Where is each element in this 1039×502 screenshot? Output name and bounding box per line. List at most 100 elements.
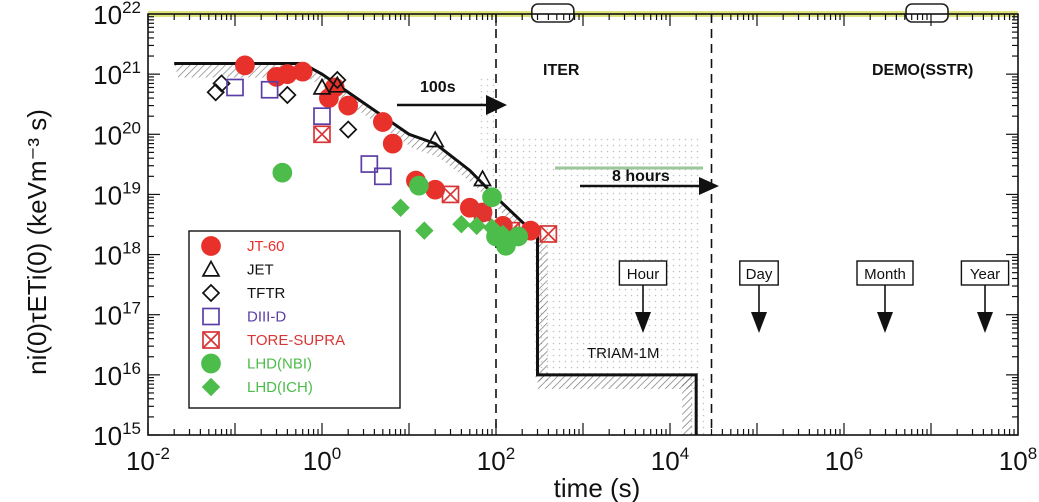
annotation-demo: DEMO(SSTR)	[872, 62, 973, 79]
x-tick-base: 10	[999, 446, 1028, 476]
arrow-8-hours-head	[699, 177, 719, 195]
hatched-band-triam	[682, 375, 692, 435]
y-tick-label: 1021	[93, 58, 141, 90]
marker-shape	[273, 164, 291, 182]
y-tick-label: 1019	[93, 178, 141, 210]
data-point	[509, 227, 527, 245]
x-tick-label: 100	[303, 444, 341, 476]
y-tick-label: 1017	[93, 299, 141, 331]
x-tick-base: 10	[303, 446, 332, 476]
marker-shape	[416, 223, 432, 239]
marker-shape	[509, 227, 527, 245]
marker-shape	[279, 87, 295, 103]
y-axis-title: ni(0)τETi(0) (keVm⁻³ s)	[22, 109, 52, 375]
y-tick-exponent: 19	[122, 178, 141, 197]
legend-label: JT-60	[247, 238, 285, 255]
dotted-region-iter	[496, 134, 702, 375]
legend-label: JET	[247, 262, 274, 279]
data-point	[279, 87, 295, 103]
marker-shape	[410, 177, 428, 195]
marker-shape	[339, 97, 357, 115]
time-box-label: Month	[864, 266, 906, 283]
data-point	[340, 122, 356, 138]
y-tick-label: 1020	[93, 118, 141, 150]
legend-label: LHD(NBI)	[247, 356, 312, 373]
legend-label: LHD(ICH)	[247, 379, 313, 396]
y-tick-label: 1022	[93, 0, 141, 30]
y-tick-exponent: 20	[122, 118, 141, 137]
x-tick-base: 10	[825, 446, 854, 476]
annotation-100s: 100s	[420, 79, 456, 96]
y-tick-exponent: 17	[122, 299, 141, 318]
marker-shape	[453, 216, 469, 232]
x-tick-label: 108	[999, 444, 1037, 476]
x-tick-label: 102	[477, 444, 515, 476]
y-tick-exponent: 15	[122, 419, 141, 438]
y-tick-exponent: 18	[122, 239, 141, 258]
data-point	[294, 63, 312, 81]
annotation-8-hours: 8 hours	[612, 168, 670, 185]
y-tick-base: 10	[93, 421, 122, 451]
marker-shape	[384, 135, 402, 153]
marker-shape	[202, 355, 220, 373]
marker-shape	[340, 122, 356, 138]
x-tick-label: 10-2	[126, 444, 170, 476]
marker-shape	[314, 108, 330, 124]
annotation-iter: ITER	[543, 62, 580, 79]
y-tick-exponent: 16	[122, 359, 141, 378]
y-tick-label: 1016	[93, 359, 141, 391]
marker-shape	[393, 200, 409, 216]
data-point	[384, 135, 402, 153]
data-point	[443, 186, 459, 202]
time-arrow-head	[751, 312, 767, 333]
data-point	[426, 181, 444, 199]
x-tick-exponent: 6	[854, 444, 863, 463]
marker-cross	[314, 126, 330, 142]
marker-shape	[236, 56, 254, 74]
data-point	[273, 164, 291, 182]
data-point	[483, 188, 501, 206]
time-arrow-head	[977, 312, 993, 333]
legend-marker	[202, 355, 220, 373]
x-tick-exponent: 2	[506, 444, 515, 463]
data-point	[453, 216, 469, 232]
legend-label: TORE-SUPRA	[247, 332, 345, 349]
y-tick-base: 10	[93, 60, 122, 90]
y-tick-base: 10	[93, 361, 122, 391]
time-box-label: Hour	[627, 266, 660, 283]
marker-shape	[374, 113, 392, 131]
y-tick-exponent: 22	[122, 0, 141, 17]
marker-shape	[202, 237, 220, 255]
hatched-band-lower	[538, 375, 697, 389]
marker-shape	[227, 79, 243, 95]
legend-marker	[202, 237, 220, 255]
annotation-triam: TRIAM-1M	[587, 345, 660, 362]
x-tick-exponent: 4	[680, 444, 689, 463]
data-point	[339, 97, 357, 115]
x-tick-base: 10	[651, 446, 680, 476]
x-tick-base: 10	[126, 446, 155, 476]
data-point	[374, 113, 392, 131]
marker-shape	[294, 63, 312, 81]
data-point	[236, 56, 254, 74]
y-tick-base: 10	[93, 180, 122, 210]
x-tick-base: 10	[477, 446, 506, 476]
time-box-label: Day	[746, 266, 773, 283]
iter-target-capsule	[532, 4, 574, 22]
legend: JT-60JETTFTRDIII-DTORE-SUPRALHD(NBI)LHD(…	[189, 231, 400, 408]
data-point	[314, 126, 330, 142]
marker-shape	[426, 181, 444, 199]
data-point	[227, 79, 243, 95]
data-point	[314, 108, 330, 124]
x-tick-exponent: 0	[332, 444, 341, 463]
x-tick-exponent: -2	[155, 444, 170, 463]
marker-shape	[483, 188, 501, 206]
x-tick-label: 106	[825, 444, 863, 476]
data-point	[410, 177, 428, 195]
data-point	[416, 223, 432, 239]
y-tick-base: 10	[93, 0, 122, 30]
series-diii-d	[227, 79, 391, 184]
marker-cross	[443, 186, 459, 202]
legend-label: TFTR	[247, 285, 285, 302]
